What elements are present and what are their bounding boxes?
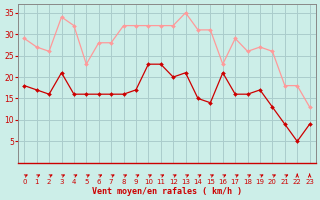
X-axis label: Vent moyen/en rafales ( km/h ): Vent moyen/en rafales ( km/h ) (92, 187, 242, 196)
